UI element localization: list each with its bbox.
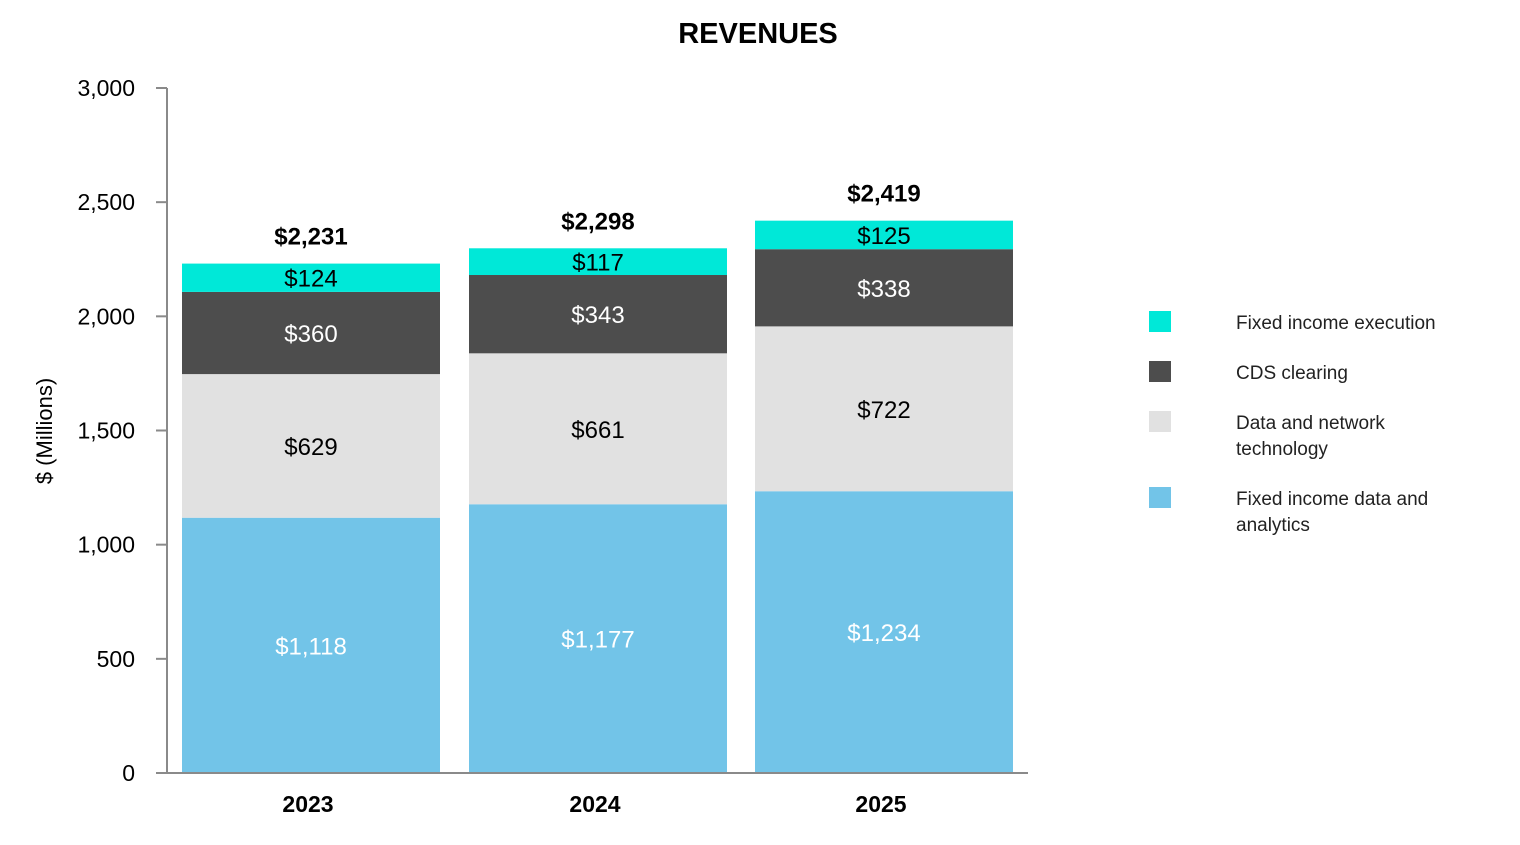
total-label-2025: $2,419 — [847, 181, 920, 208]
segment-label-2025-s1: $722 — [857, 397, 910, 424]
legend-swatch-s1 — [1149, 411, 1171, 432]
bar-segment-2023-s2 — [182, 291, 440, 375]
axes-layer: 2023 2024 2025 0 500 1,000 1,500 2,000 2,500 3,00… — [77, 75, 1028, 817]
segment-label-2025-s3: $125 — [857, 223, 910, 250]
bar-segment-2024-s0 — [469, 504, 727, 773]
y-tick-label-0: 0 — [122, 760, 135, 786]
chart-title: REVENUES — [678, 18, 838, 50]
bar-segment-2025-s1 — [755, 326, 1013, 492]
segment-label-2024-s0: $1,177 — [561, 627, 634, 654]
y-tick-label-3: 1,500 — [77, 418, 135, 444]
legend-swatch-s3 — [1149, 311, 1171, 332]
bar-segment-2024-s3 — [469, 248, 727, 276]
legend-item-s2: CDS clearing — [1149, 361, 1348, 384]
segment-label-2023-s2: $360 — [284, 321, 337, 348]
legend-label-s1-line1: technology — [1236, 439, 1328, 460]
bar-segment-2025-s2 — [755, 249, 1013, 327]
y-tick-label-6: 3,000 — [77, 75, 135, 101]
legend-swatch-s0 — [1149, 487, 1171, 508]
total-label-2023: $2,231 — [274, 224, 347, 251]
bar-segment-2023-s1 — [182, 374, 440, 518]
legend-label-s2-line0: CDS clearing — [1236, 363, 1348, 384]
total-label-2024: $2,298 — [561, 208, 634, 235]
legend-label-s1-line0: Data and network — [1236, 413, 1385, 434]
legend-label-s0-line1: analytics — [1236, 515, 1310, 536]
y-tick-label-4: 2,000 — [77, 303, 135, 329]
y-tick-label-1: 500 — [97, 646, 135, 672]
bars-layer: $1,118$629$360$124$2,231$1,177$661$343$1… — [182, 181, 1013, 773]
legend-label-s3-line0: Fixed income execution — [1236, 313, 1436, 334]
y-axis-label: $ (Millions) — [32, 378, 57, 484]
segment-label-2025-s2: $338 — [857, 276, 910, 303]
legend-label-s0-line0: Fixed income data and — [1236, 489, 1428, 510]
bar-segment-2025-s0 — [755, 491, 1013, 773]
segment-label-2024-s1: $661 — [571, 417, 624, 444]
y-tick-label-2: 1,000 — [77, 532, 135, 558]
x-tick-label-2023: 2023 — [282, 791, 333, 817]
bar-segment-2024-s2 — [469, 275, 727, 354]
segment-label-2025-s0: $1,234 — [847, 620, 920, 647]
bar-segment-2025-s3 — [755, 220, 1013, 250]
segment-label-2023-s3: $124 — [284, 266, 337, 293]
x-tick-label-2024: 2024 — [569, 791, 620, 817]
bar-group-2023: $1,118 $629 $360 $124 $2,231 — [182, 224, 440, 773]
segment-label-2023-s0: $1,118 — [275, 633, 347, 660]
bar-segment-2023-s0 — [182, 517, 440, 773]
legend-swatch-s2 — [1149, 361, 1171, 382]
bar-segment-2023-s3 — [182, 263, 440, 292]
bar-segment-2024-s1 — [469, 353, 727, 505]
bar-group-2024: $1,177 $661 $343 $117 $2,298 — [469, 208, 727, 773]
y-tick-label-5: 2,500 — [77, 189, 135, 215]
segment-label-2024-s2: $343 — [571, 302, 624, 329]
legend: Fixed income execution CDS clearing Data a… — [1149, 311, 1436, 536]
bar-group-2025: $1,234 $722 $338 $125 $2,419 — [755, 181, 1013, 773]
legend-item-s3: Fixed income execution — [1149, 311, 1436, 334]
legend-item-s0: Fixed income data and analytics — [1149, 487, 1428, 536]
x-tick-label-2025: 2025 — [855, 791, 906, 817]
segment-label-2024-s3: $117 — [572, 250, 624, 277]
legend-item-s1: Data and network technology — [1149, 411, 1385, 460]
segment-label-2023-s1: $629 — [284, 434, 337, 461]
